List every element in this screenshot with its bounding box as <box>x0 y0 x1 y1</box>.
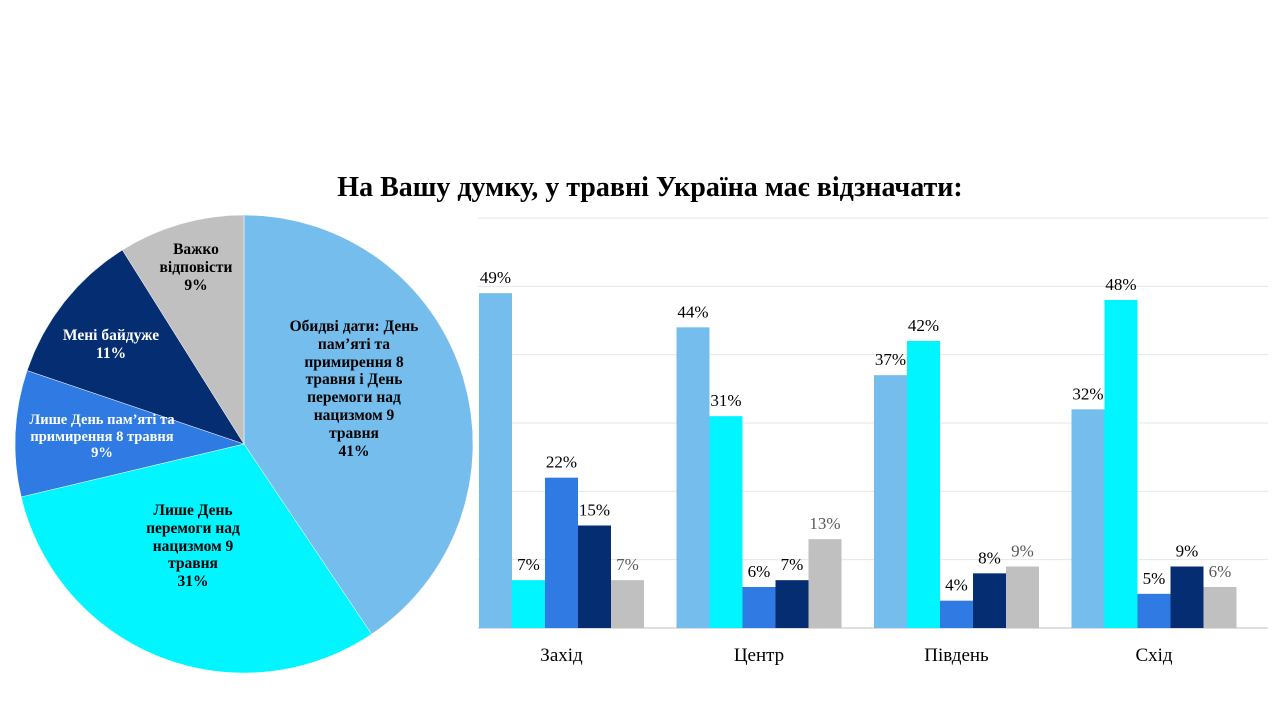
bar <box>1104 300 1138 628</box>
bar-data-label: 4% <box>945 576 968 595</box>
bar <box>973 573 1006 628</box>
pie-slice-label-line: нацизмом 9 <box>313 407 395 425</box>
bar <box>907 341 940 628</box>
bar-data-label: 48% <box>1105 275 1136 294</box>
bar-data-label: 5% <box>1143 569 1166 588</box>
pie-slice-label-line: примирення 8 травня <box>30 428 174 445</box>
pie-slice-label-line: Мені байдуже <box>62 327 160 344</box>
category-tick-label: Захід <box>540 645 583 666</box>
bar <box>940 600 973 628</box>
pie-slice-label: Лише День пам’яті та примирення 8 травня 9… <box>7 412 197 462</box>
bar <box>808 539 842 628</box>
bar <box>578 525 611 628</box>
pie-slice-value: 9% <box>184 276 208 294</box>
pie-slice-label: Лише День перемоги над нацизмом 9 травня 31% <box>123 502 263 591</box>
bar <box>545 477 578 628</box>
pie-slice-label-line: нацизмом 9 <box>152 537 234 555</box>
pie-slice-value: 41% <box>338 442 370 460</box>
bar <box>709 416 743 628</box>
bar-data-label: 6% <box>748 562 771 581</box>
bar-data-label: 15% <box>579 501 610 520</box>
bar-data-label: 44% <box>677 302 708 321</box>
pie-slice-label-line: травня і День <box>305 371 403 389</box>
pie-slice <box>26 249 245 445</box>
pie-slice-label-line: Лише День пам’яті та <box>29 412 175 428</box>
pie-slice <box>20 443 372 674</box>
bar <box>742 587 776 628</box>
bar <box>874 375 907 628</box>
pie-slice-label-line: травня <box>168 555 218 573</box>
bar <box>1203 587 1237 628</box>
bar-data-label: 42% <box>908 316 939 335</box>
bar <box>676 327 710 628</box>
pie-slice-label-line: примирення 8 <box>304 353 404 371</box>
bar <box>1071 409 1105 628</box>
bar-data-label: 6% <box>1209 562 1232 581</box>
pie-slice <box>14 370 245 498</box>
pie-slice-label-line: Лише День <box>153 502 233 519</box>
bar-data-label: 7% <box>781 555 804 574</box>
chart-title: На Вашу думку, у травні Україна має відз… <box>337 172 963 203</box>
bar-data-label: 31% <box>710 391 741 410</box>
pie-slice-label: Важко відповісти 9% <box>141 241 251 294</box>
pie-slice-label-line: пам’яті та <box>317 335 391 353</box>
bar-data-label: 13% <box>809 514 840 533</box>
pie-slice-value: 31% <box>177 573 209 591</box>
bar-data-label: 22% <box>546 453 577 472</box>
bar <box>1137 593 1171 628</box>
pie-slice-label-line: відповісти <box>159 258 233 276</box>
pie-slice-label-line: травня <box>329 424 379 442</box>
bar-data-label: 9% <box>1011 542 1034 561</box>
pie-slice-label-line: перемоги над <box>146 519 240 537</box>
bar <box>479 293 512 628</box>
bar-data-label: 32% <box>1072 384 1103 403</box>
bar <box>1170 566 1204 628</box>
bar-data-label: 8% <box>978 548 1001 567</box>
bar-data-label: 7% <box>616 555 639 574</box>
category-tick-label: Схід <box>1135 645 1172 666</box>
bar <box>1006 566 1039 628</box>
pie-slice-label-line: перемоги над <box>307 389 401 407</box>
pie-slice-label-line: Важко <box>173 241 219 258</box>
bar-data-label: 7% <box>517 555 540 574</box>
bar <box>611 580 644 628</box>
category-tick-label: Центр <box>734 645 784 666</box>
bar <box>512 580 545 628</box>
pie-slice-label-line: Обидві дати: День <box>289 318 419 335</box>
bar-data-label: 49% <box>480 268 511 287</box>
pie-slice-value: 9% <box>91 445 113 462</box>
bar-data-label: 9% <box>1176 542 1199 561</box>
pie-slice-value: 11% <box>95 344 127 362</box>
pie-slice-label: Мені байдуже 11% <box>41 327 181 363</box>
pie-slice <box>243 214 474 635</box>
bar <box>775 580 809 628</box>
pie-slice <box>122 214 245 445</box>
category-tick-label: Південь <box>924 645 989 666</box>
bar-data-label: 37% <box>875 350 906 369</box>
